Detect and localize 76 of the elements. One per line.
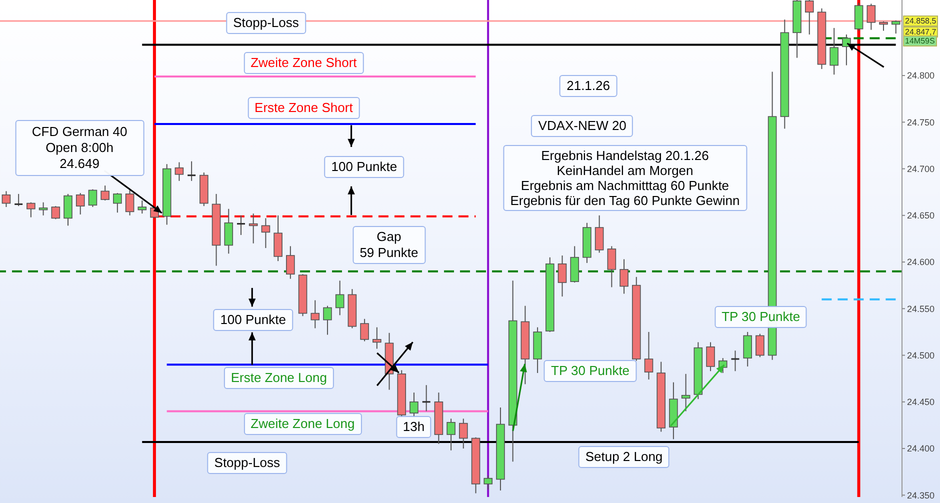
- candlestick: [138, 200, 147, 214]
- annotation: 13h: [396, 416, 432, 438]
- annotation: VDAX-NEW 20: [531, 115, 634, 138]
- ref-line-label: Zweite Zone Long: [244, 413, 362, 436]
- text: 24.847,7: [903, 26, 938, 38]
- candlestick: [410, 392, 418, 418]
- text: 14M59S: [903, 36, 937, 47]
- ref-line-label: Zweite Zone Short: [244, 52, 364, 74]
- candlestick: [372, 326, 382, 350]
- annotation: 100 Punkte: [213, 309, 293, 332]
- y-tick-label: 24.750: [907, 117, 935, 128]
- candlestick: [681, 373, 690, 412]
- candlestick: [879, 20, 888, 32]
- candlestick: [804, 0, 814, 35]
- candlestick: [607, 246, 616, 288]
- candlestick: [706, 342, 715, 372]
- candlestick: [286, 246, 295, 280]
- candlestick: [261, 218, 270, 249]
- y-tick-label: 24.700: [907, 164, 935, 174]
- ref-line-label: Stopp-Loss: [226, 12, 306, 34]
- candlestick: [38, 202, 48, 216]
- candlestick: [76, 192, 85, 215]
- ref-line-label: Stopp-Loss: [207, 452, 288, 474]
- y-tick-label: 24.600: [907, 257, 935, 268]
- annotation: 100 Punkte: [324, 156, 404, 178]
- y-tick-label: 24.450: [907, 397, 935, 408]
- candlestick: [26, 202, 36, 218]
- candlestick: [594, 214, 604, 254]
- candlestick: [113, 192, 122, 214]
- y-tick-label: 24.550: [907, 304, 935, 314]
- candlestick: [854, 2, 864, 32]
- y-tick-label: 24.500: [907, 350, 935, 360]
- candlestick: [743, 331, 752, 367]
- candlestick: [830, 27, 838, 76]
- candlestick: [274, 214, 282, 262]
- candlestick: [174, 162, 184, 182]
- y-tick-label: 24.650: [907, 210, 935, 221]
- candlestick: [51, 206, 60, 220]
- candlestick: [620, 258, 628, 294]
- candlestick: [335, 280, 344, 316]
- candlestick: [125, 190, 134, 216]
- candlestick: [64, 193, 72, 226]
- candlestick: [644, 331, 654, 380]
- candlestick: [891, 20, 900, 34]
- ref-line-label: 24.858,5: [903, 15, 938, 26]
- ref-line-label: Erste Zone Short: [248, 97, 360, 120]
- y-tick-label: 24.350: [907, 490, 935, 500]
- y-tick-label: 24.800: [907, 70, 935, 81]
- annotation: Gap 59 Punkte: [352, 226, 426, 264]
- candlestick: [422, 384, 432, 412]
- candlestick: [730, 350, 740, 372]
- candlestick: [866, 3, 876, 30]
- candlestick: [484, 475, 493, 490]
- candlestick: [756, 333, 764, 358]
- candlestick: [459, 418, 468, 450]
- candlestick: [323, 305, 332, 336]
- annotation: TP 30 Punkte: [544, 360, 637, 382]
- candlestick: [88, 188, 98, 208]
- candlestick: [360, 318, 369, 342]
- candlestick: [100, 185, 110, 201]
- annotation: Setup 2 Long: [578, 446, 670, 468]
- candlestick: [186, 160, 196, 182]
- y-tick-label: 24.400: [907, 444, 935, 454]
- candlestick: [248, 213, 258, 244]
- candlestick: [224, 208, 234, 254]
- annotation: 21.1.26: [560, 74, 617, 97]
- candlestick: [14, 193, 24, 207]
- candlestick: [446, 418, 456, 451]
- candlestick: [558, 254, 567, 298]
- candlestick: [236, 214, 246, 236]
- candlestick: [310, 300, 320, 329]
- annotation: TP 30 Punkte: [714, 306, 808, 328]
- candlestick: [2, 190, 11, 208]
- annotation: CFD German 40 Open 8:00h 24.649: [14, 120, 144, 176]
- ref-line-label: Erste Zone Long: [224, 366, 334, 389]
- annotation: Ergebnis Handelstag 20.1.26 KeinHandel am Morgen Ergebnis am Nachmitttag 60 Punkte Ergebnis für den Tag 60 Punkte Gewinn: [503, 145, 747, 212]
